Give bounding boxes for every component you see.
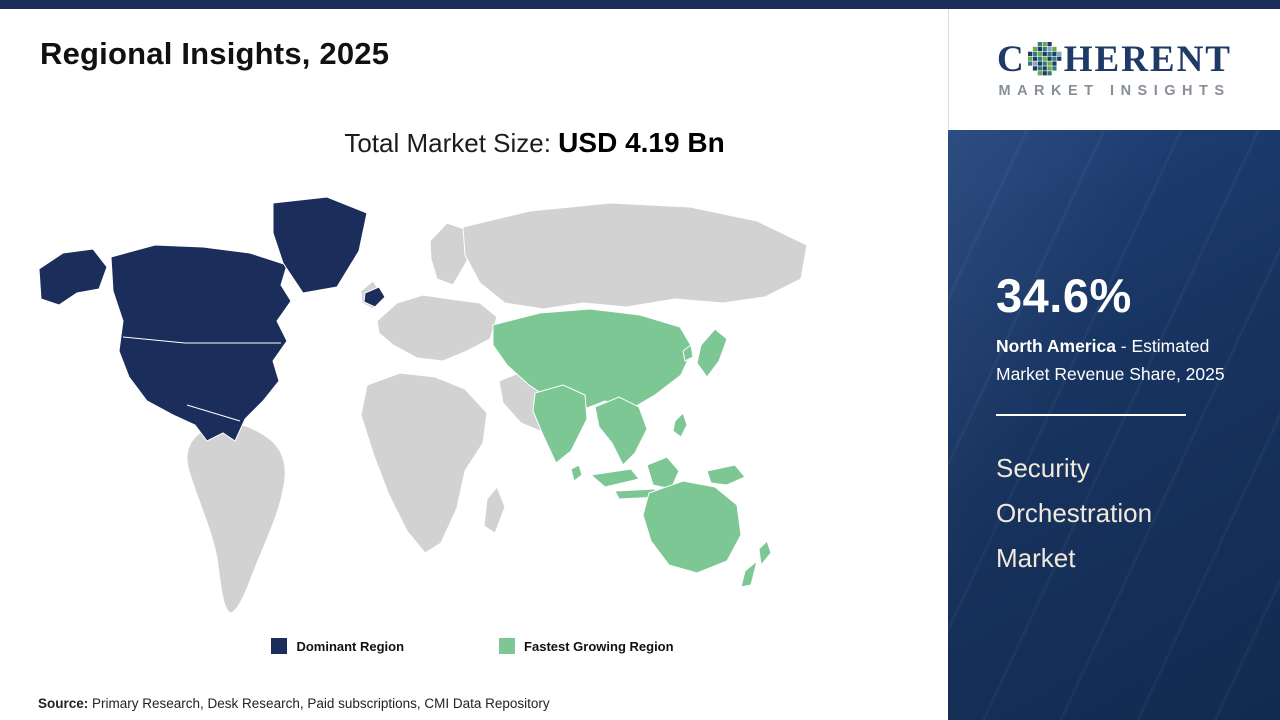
map-legend: Dominant Region Fastest Growing Region (0, 638, 945, 654)
market-size-value: USD 4.19 Bn (558, 127, 725, 158)
legend-label-dominant: Dominant Region (296, 638, 405, 654)
source-line: Source: Primary Research, Desk Research,… (38, 696, 550, 711)
region-north-america (38, 196, 386, 442)
top-accent-bar (0, 0, 1280, 9)
stat-panel-content: 34.6% North America - Estimated Market R… (948, 130, 1280, 581)
legend-swatch-fastest-growing (499, 638, 516, 654)
logo: C (948, 9, 1280, 130)
page-title: Regional Insights, 2025 (40, 36, 390, 71)
market-size-line: Total Market Size: USD 4.19 Bn (62, 127, 1007, 159)
logo-wordmark: C (997, 41, 1232, 78)
legend-item-dominant: Dominant Region (271, 638, 404, 654)
legend-swatch-dominant (271, 638, 288, 654)
panel-divider (996, 414, 1186, 416)
legend-label-fastest-growing: Fastest Growing Region (524, 638, 674, 654)
logo-text-herent: HERENT (1063, 38, 1232, 80)
legend-item-fastest-growing: Fastest Growing Region (499, 638, 674, 654)
us-mexico-border (186, 404, 241, 422)
market-size-label: Total Market Size: (344, 128, 559, 158)
region-asia-pacific (492, 308, 772, 588)
stat-description: North America - Estimated Market Revenue… (996, 332, 1246, 388)
stat-value: 34.6% (996, 269, 1132, 322)
logo-text-c: C (997, 38, 1026, 80)
stat-description-rest: - Estimated Market Revenue Share, 2025 (996, 336, 1225, 384)
world-map (35, 190, 815, 626)
stat-panel: 34.6% North America - Estimated Market R… (948, 130, 1280, 720)
world-map-svg (38, 196, 808, 614)
logo-globe-icon (1027, 42, 1062, 76)
source-label: Source: (38, 696, 89, 711)
stat-region-name: North America (996, 336, 1116, 356)
region-other (186, 202, 808, 614)
us-canada-border (122, 336, 281, 344)
market-name: Security Orchestration Market (996, 453, 1153, 573)
logo-tagline: MARKET INSIGHTS (998, 82, 1231, 99)
source-text: Primary Research, Desk Research, Paid su… (88, 696, 550, 711)
